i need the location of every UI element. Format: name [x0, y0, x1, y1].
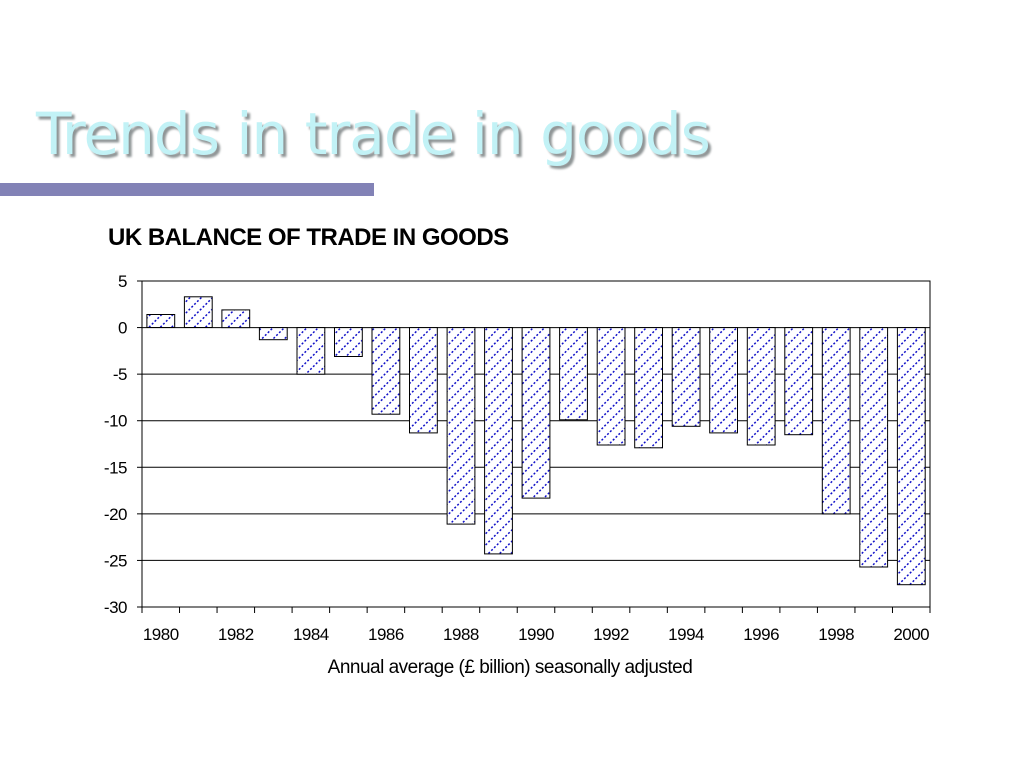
bar-1991	[559, 327, 588, 421]
x-tick-label-1992: 1992	[593, 625, 629, 644]
x-tick-label-1994: 1994	[668, 625, 704, 644]
tick-labels: 5 0 -5 -10 -15 -20 -25 -30 1980 1982 1984 1986 1988 1…	[104, 272, 930, 644]
bar-1986	[371, 327, 401, 415]
bar-1997	[784, 327, 814, 436]
x-tick-label-1986: 1986	[368, 625, 404, 644]
bar-1999	[859, 327, 889, 568]
x-tick-label-1998: 1998	[818, 625, 854, 644]
y-tick-label: 5	[118, 272, 127, 291]
chart-title: UK BALANCE OF TRADE IN GOODS	[108, 224, 509, 251]
x-axis-label: Annual average (£ billion) seasonally ad…	[328, 657, 693, 678]
x-tick-label-2000: 2000	[893, 625, 929, 644]
bar-1992	[596, 327, 626, 446]
y-tick-label: -25	[104, 551, 127, 570]
bar-1983	[258, 327, 288, 341]
x-tick-label-1982: 1982	[218, 625, 254, 644]
title-underline-bar	[0, 183, 374, 196]
bar-1987	[409, 327, 438, 434]
bar-1982	[221, 309, 251, 329]
x-tick-label-1984: 1984	[293, 625, 329, 644]
y-tick-label: -20	[104, 505, 127, 524]
bar-1989	[484, 327, 513, 555]
bar-1993	[634, 327, 664, 449]
bar-1990	[521, 327, 551, 499]
slide-title: Trends in trade in goods	[36, 100, 711, 168]
plot-frame	[141, 280, 931, 608]
x-tick-label-1988: 1988	[443, 625, 479, 644]
axes	[137, 280, 931, 613]
y-tick-label: -30	[104, 598, 127, 617]
bars	[146, 296, 926, 586]
y-tick-label: -10	[104, 412, 127, 431]
x-tick-label-1996: 1996	[743, 625, 779, 644]
bar-1981	[183, 296, 213, 328]
bar-1995	[709, 327, 739, 434]
bar-1984	[296, 327, 326, 375]
bar-1985	[334, 327, 363, 358]
x-tick-label-1980: 1980	[143, 625, 179, 644]
bar-2000	[896, 327, 926, 586]
y-tick-label: -15	[104, 458, 127, 477]
bar-1988	[446, 327, 476, 525]
bar-1994	[671, 327, 701, 427]
bar-1998	[821, 327, 851, 515]
x-tick-label-1990: 1990	[518, 625, 554, 644]
bar-1980	[146, 314, 176, 328]
y-tick-label: 0	[118, 319, 127, 338]
bar-1996	[746, 327, 776, 446]
y-tick-label: -5	[113, 365, 127, 384]
